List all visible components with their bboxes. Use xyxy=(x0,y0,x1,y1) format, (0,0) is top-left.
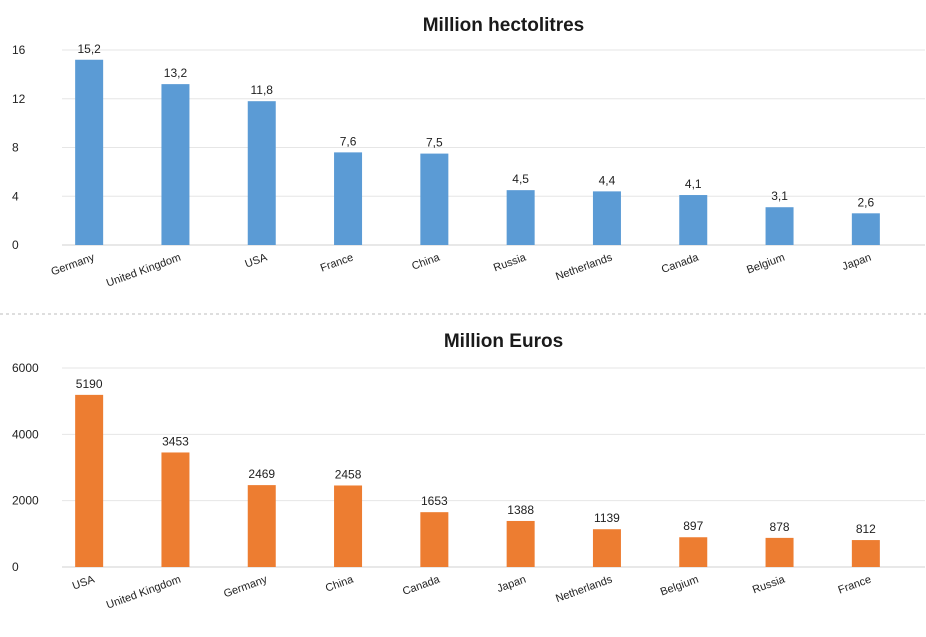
bar xyxy=(765,207,794,245)
data-label: 1653 xyxy=(421,494,448,508)
category-label: France xyxy=(319,252,355,275)
data-label: 7,5 xyxy=(426,136,443,150)
category-label: Canada xyxy=(401,573,442,598)
category-label: Canada xyxy=(660,251,701,276)
data-label: 812 xyxy=(856,522,876,536)
category-label: USA xyxy=(243,251,269,270)
bar xyxy=(592,191,621,245)
bar xyxy=(420,512,449,567)
data-label: 4,5 xyxy=(512,172,529,186)
data-label: 7,6 xyxy=(340,134,357,148)
data-label: 4,1 xyxy=(685,177,702,191)
y-tick-label: 6000 xyxy=(12,361,39,375)
bar xyxy=(506,190,535,245)
y-tick-label: 2000 xyxy=(12,494,39,508)
bar xyxy=(161,452,190,567)
category-label: Japan xyxy=(495,574,527,596)
data-label: 1388 xyxy=(507,503,534,517)
bar xyxy=(334,152,363,245)
data-label: 1139 xyxy=(594,511,620,525)
chart-2: Million Euros 0 2000 4000 6000 5190 USA 3453 Uni… xyxy=(12,331,925,612)
y-tick-label: 0 xyxy=(12,560,19,574)
data-label: 3453 xyxy=(162,434,189,448)
bar xyxy=(75,394,104,567)
bar xyxy=(75,59,104,245)
data-label: 13,2 xyxy=(164,66,188,80)
y-tick-label: 16 xyxy=(12,43,26,57)
bar xyxy=(592,529,621,567)
chart-1: Million hectolitres 0 4 8 12 16 15,2 Germany 13,… xyxy=(12,15,925,290)
data-label: 5190 xyxy=(76,377,103,391)
chart-title: Million hectolitres xyxy=(423,15,585,36)
bar xyxy=(679,195,708,245)
category-label: China xyxy=(324,573,356,594)
y-tick-label: 4 xyxy=(12,189,19,203)
category-label: USA xyxy=(71,573,97,592)
category-label: China xyxy=(410,251,442,272)
y-tick-label: 12 xyxy=(12,92,26,106)
data-label: 2458 xyxy=(335,467,362,481)
bar xyxy=(765,537,794,567)
category-label: Belgium xyxy=(659,574,700,599)
category-label: Germany xyxy=(222,573,269,600)
category-label: Russia xyxy=(492,251,529,274)
bar xyxy=(851,540,880,567)
bar xyxy=(247,101,276,245)
data-label: 2,6 xyxy=(858,195,875,209)
bar xyxy=(420,153,449,245)
data-label: 4,4 xyxy=(599,173,616,187)
y-tick-label: 0 xyxy=(12,238,19,252)
data-label: 11,8 xyxy=(251,83,274,97)
bar xyxy=(161,84,190,245)
bar xyxy=(506,520,535,567)
category-label: United Kingdom xyxy=(105,252,183,290)
bar xyxy=(851,213,880,245)
data-label: 878 xyxy=(770,520,790,534)
category-label: Germany xyxy=(50,251,97,278)
category-label: Netherlands xyxy=(554,251,614,283)
bar xyxy=(334,485,363,567)
bar xyxy=(247,485,276,567)
category-label: Russia xyxy=(751,573,788,596)
data-label: 2469 xyxy=(248,467,275,481)
category-label: Japan xyxy=(841,252,873,274)
y-tick-label: 8 xyxy=(12,141,19,155)
category-label: France xyxy=(837,574,873,597)
category-label: United Kingdom xyxy=(105,574,183,612)
bar xyxy=(679,537,708,567)
category-label: Belgium xyxy=(745,252,786,277)
data-label: 3,1 xyxy=(771,189,788,203)
y-tick-label: 4000 xyxy=(12,427,39,441)
category-label: Netherlands xyxy=(554,573,614,605)
data-label: 15,2 xyxy=(77,42,101,56)
data-label: 897 xyxy=(683,519,703,533)
chart-title: Million Euros xyxy=(444,331,563,352)
